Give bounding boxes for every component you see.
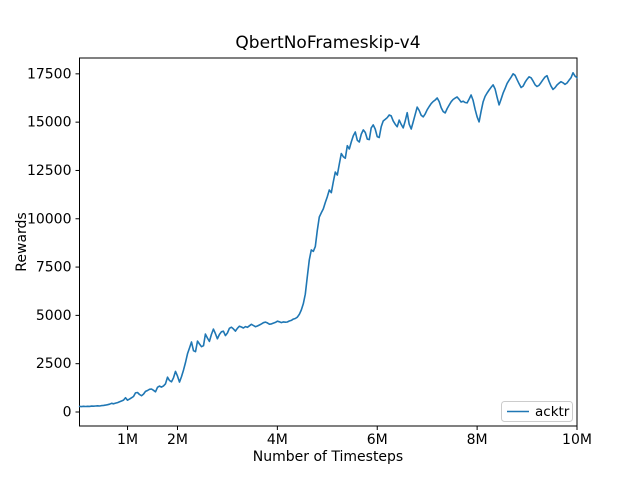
y-tick-label: 10000 bbox=[27, 211, 72, 227]
x-tick-label: 2M bbox=[167, 432, 188, 448]
y-tick-label: 5000 bbox=[36, 308, 72, 324]
y-tick-label: 17500 bbox=[27, 66, 72, 82]
x-tick-label: 10M bbox=[562, 432, 592, 448]
legend-entry-label: acktr bbox=[535, 404, 570, 420]
axes-spines bbox=[79, 57, 578, 427]
plot-area: 1M 2M 4M 6M 8M 10M 0 2500 5000 7500 10000 12500 1500… bbox=[27, 57, 592, 448]
x-tick-label: 6M bbox=[367, 432, 388, 448]
x-tick-label: 1M bbox=[117, 432, 138, 448]
y-axis-label: Rewards bbox=[14, 212, 30, 271]
y-tick-label: 2500 bbox=[36, 356, 72, 372]
x-tick-label: 4M bbox=[267, 432, 288, 448]
chart-title: QbertNoFrameskip-v4 bbox=[235, 33, 420, 53]
x-axis-label: Number of Timesteps bbox=[253, 449, 403, 465]
x-tick-label: 8M bbox=[467, 432, 488, 448]
y-tick-label: 0 bbox=[63, 404, 72, 420]
y-tick-label: 12500 bbox=[27, 163, 72, 179]
y-tick-label: 7500 bbox=[36, 260, 72, 276]
y-tick-label: 15000 bbox=[27, 115, 72, 131]
legend-box bbox=[501, 401, 573, 422]
legend: acktr bbox=[501, 401, 573, 422]
series-line-acktr bbox=[78, 72, 578, 408]
